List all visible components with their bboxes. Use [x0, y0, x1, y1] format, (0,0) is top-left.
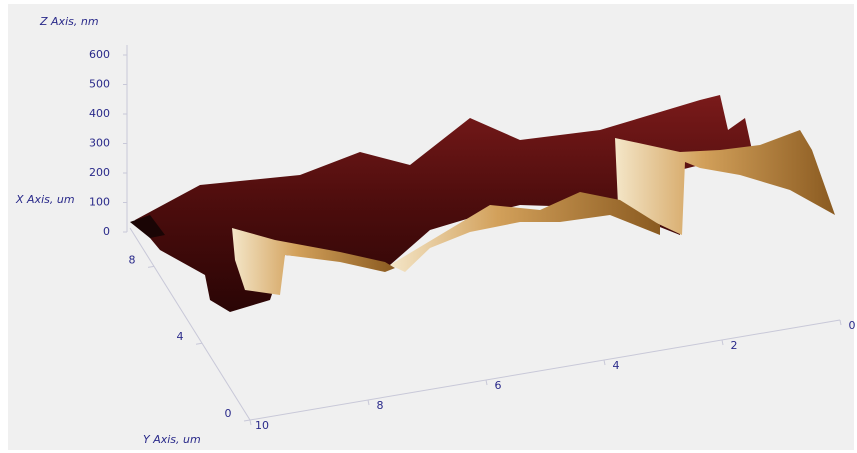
x-tick-label: 4 — [177, 330, 184, 343]
y-tick-label: 0 — [849, 319, 856, 332]
y-tick-label: 4 — [613, 359, 620, 372]
z-tick-label: 100 — [89, 196, 110, 209]
z-tick-label: 500 — [89, 78, 110, 91]
z-tick-label: 300 — [89, 137, 110, 150]
y-tick-label: 8 — [377, 399, 384, 412]
x-axis — [129, 227, 251, 421]
z-tick-label: 400 — [89, 107, 110, 120]
z-tick-label: 600 — [89, 48, 110, 61]
y-tick — [367, 399, 370, 406]
y-tick — [249, 419, 252, 426]
y-tick — [721, 339, 724, 346]
x-tick-label: 8 — [129, 253, 136, 266]
z-axis-title: Z Axis, nm — [39, 15, 99, 28]
y-tick — [839, 319, 842, 326]
y-tick-label: 10 — [255, 419, 269, 432]
y-axis-title: Y Axis, um — [143, 433, 201, 446]
x-tick — [243, 419, 251, 422]
y-tick — [603, 359, 606, 366]
x-tick-label: 0 — [225, 407, 232, 420]
z-tick-label: 200 — [89, 166, 110, 179]
surface — [130, 95, 835, 312]
x-axis-title: X Axis, um — [15, 193, 75, 206]
y-tick-label: 6 — [495, 379, 502, 392]
x-tick — [195, 342, 203, 345]
y-tick-label: 2 — [731, 339, 738, 352]
y-axis — [249, 319, 841, 421]
x-tick — [147, 265, 155, 268]
z-tick-label: 0 — [103, 225, 110, 238]
y-tick — [485, 379, 488, 386]
